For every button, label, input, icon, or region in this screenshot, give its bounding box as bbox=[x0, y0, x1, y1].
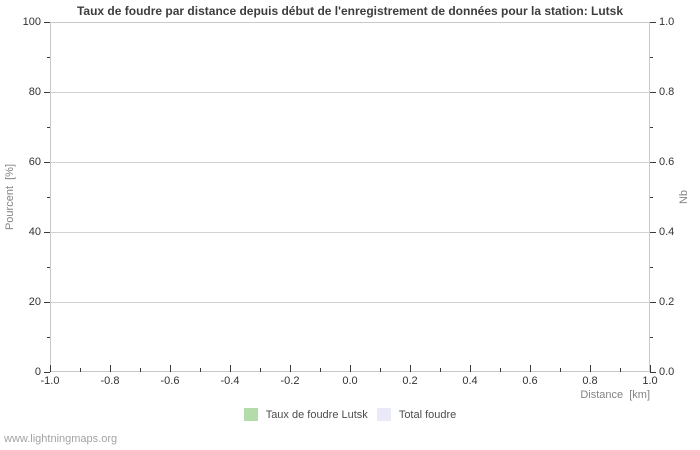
legend-item-0: Taux de foudre Lutsk bbox=[243, 408, 368, 421]
x-major-tick bbox=[589, 365, 591, 372]
x-minor-tick bbox=[499, 368, 501, 372]
y-left-tick-label: 80 bbox=[28, 85, 41, 98]
x-tick-label: 0.6 bbox=[522, 375, 538, 387]
y-right-minor-tick bbox=[650, 196, 653, 198]
y-left-tick-label: 0 bbox=[34, 365, 41, 378]
y-left-tick-label: 100 bbox=[22, 15, 41, 28]
y-left-minor-tick bbox=[47, 56, 50, 58]
y-right-tick-label: 0.0 bbox=[659, 365, 675, 378]
x-minor-tick bbox=[439, 368, 441, 372]
x-tick-label: 0.2 bbox=[402, 375, 418, 387]
x-major-tick bbox=[289, 365, 291, 372]
y-right-major-tick bbox=[650, 91, 656, 93]
x-tick-label: -0.6 bbox=[160, 375, 180, 387]
y-left-minor-tick bbox=[47, 196, 50, 198]
y-left-major-tick bbox=[44, 371, 50, 373]
y-right-major-tick bbox=[650, 231, 656, 233]
y-left-tick-label: 40 bbox=[28, 225, 41, 238]
x-major-tick bbox=[529, 365, 531, 372]
x-tick-label: 1.0 bbox=[642, 375, 658, 387]
legend-swatch-0 bbox=[243, 408, 258, 421]
y-axis-left-label: Pourcent [%] bbox=[4, 163, 16, 231]
y-left-major-tick bbox=[44, 231, 50, 233]
x-tick-label: -1.0 bbox=[40, 375, 60, 387]
x-tick-label: -0.2 bbox=[280, 375, 300, 387]
y-left-major-tick bbox=[44, 91, 50, 93]
y-right-major-tick bbox=[650, 371, 656, 373]
gridline bbox=[50, 231, 650, 233]
x-minor-tick bbox=[559, 368, 561, 372]
y-right-tick-label: 0.8 bbox=[659, 85, 675, 98]
x-tick-label: 0.8 bbox=[582, 375, 598, 387]
legend-swatch-1 bbox=[376, 408, 391, 421]
y-right-major-tick bbox=[650, 21, 656, 23]
x-minor-tick bbox=[199, 368, 201, 372]
x-tick-label: -0.4 bbox=[220, 375, 240, 387]
x-major-tick bbox=[349, 365, 351, 372]
y-right-minor-tick bbox=[650, 56, 653, 58]
y-right-minor-tick bbox=[650, 336, 653, 338]
x-minor-tick bbox=[259, 368, 261, 372]
x-major-tick bbox=[229, 365, 231, 372]
y-left-minor-tick bbox=[47, 336, 50, 338]
gridline bbox=[50, 301, 650, 303]
x-minor-tick bbox=[379, 368, 381, 372]
x-major-tick bbox=[649, 365, 651, 372]
x-tick-label: -0.8 bbox=[100, 375, 120, 387]
gridline bbox=[50, 91, 650, 93]
x-minor-tick bbox=[319, 368, 321, 372]
y-right-tick-label: 0.2 bbox=[659, 295, 675, 308]
chart-legend: Taux de foudre Lutsk Total foudre bbox=[0, 408, 700, 421]
y-right-major-tick bbox=[650, 301, 656, 303]
y-left-major-tick bbox=[44, 161, 50, 163]
x-minor-tick bbox=[619, 368, 621, 372]
y-axis-right-label: Nb bbox=[678, 189, 690, 205]
x-axis-label: Distance [km] bbox=[580, 389, 650, 401]
y-left-major-tick bbox=[44, 301, 50, 303]
y-right-tick-label: 0.6 bbox=[659, 155, 675, 168]
x-minor-tick bbox=[139, 368, 141, 372]
y-right-tick-label: 0.4 bbox=[659, 225, 675, 238]
x-major-tick bbox=[109, 365, 111, 372]
legend-label-1: Total foudre bbox=[398, 408, 457, 421]
chart-title: Taux de foudre par distance depuis début… bbox=[76, 4, 624, 18]
x-minor-tick bbox=[79, 368, 81, 372]
y-right-minor-tick bbox=[650, 126, 653, 128]
x-major-tick bbox=[49, 365, 51, 372]
y-right-tick-label: 1.0 bbox=[659, 15, 675, 28]
y-left-tick-label: 60 bbox=[28, 155, 41, 168]
x-tick-label: 0.0 bbox=[342, 375, 358, 387]
plot-area bbox=[50, 22, 650, 372]
y-left-tick-label: 20 bbox=[28, 295, 41, 308]
x-major-tick bbox=[409, 365, 411, 372]
watermark-link: www.lightningmaps.org bbox=[4, 433, 118, 445]
legend-item-1: Total foudre bbox=[376, 408, 457, 421]
x-tick-label: 0.4 bbox=[462, 375, 478, 387]
x-major-tick bbox=[169, 365, 171, 372]
gridline bbox=[50, 161, 650, 163]
y-left-minor-tick bbox=[47, 266, 50, 268]
y-right-minor-tick bbox=[650, 266, 653, 268]
legend-label-0: Taux de foudre Lutsk bbox=[265, 408, 368, 421]
y-left-major-tick bbox=[44, 21, 50, 23]
y-right-major-tick bbox=[650, 161, 656, 163]
x-major-tick bbox=[469, 365, 471, 372]
y-left-minor-tick bbox=[47, 126, 50, 128]
